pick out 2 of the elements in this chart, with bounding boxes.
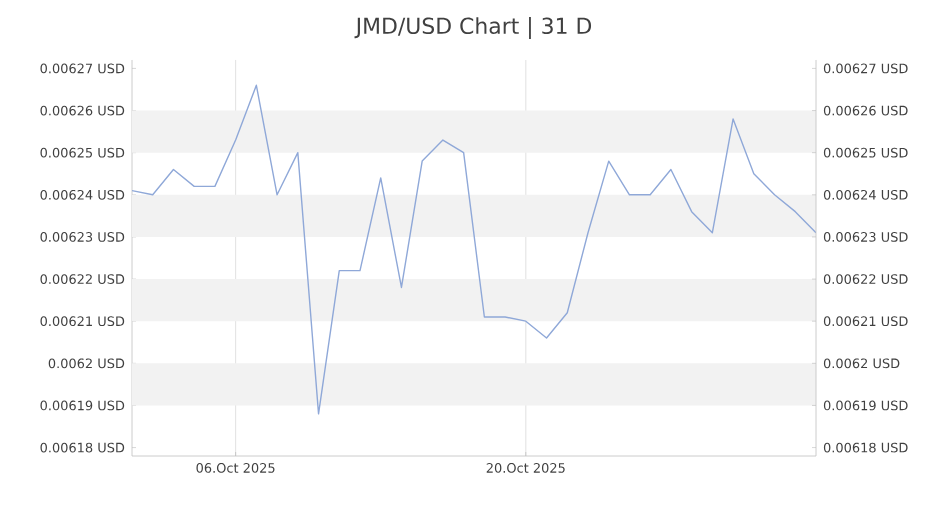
chart-title: JMD/USD Chart | 31 D <box>354 17 592 39</box>
line-series <box>132 84 816 415</box>
